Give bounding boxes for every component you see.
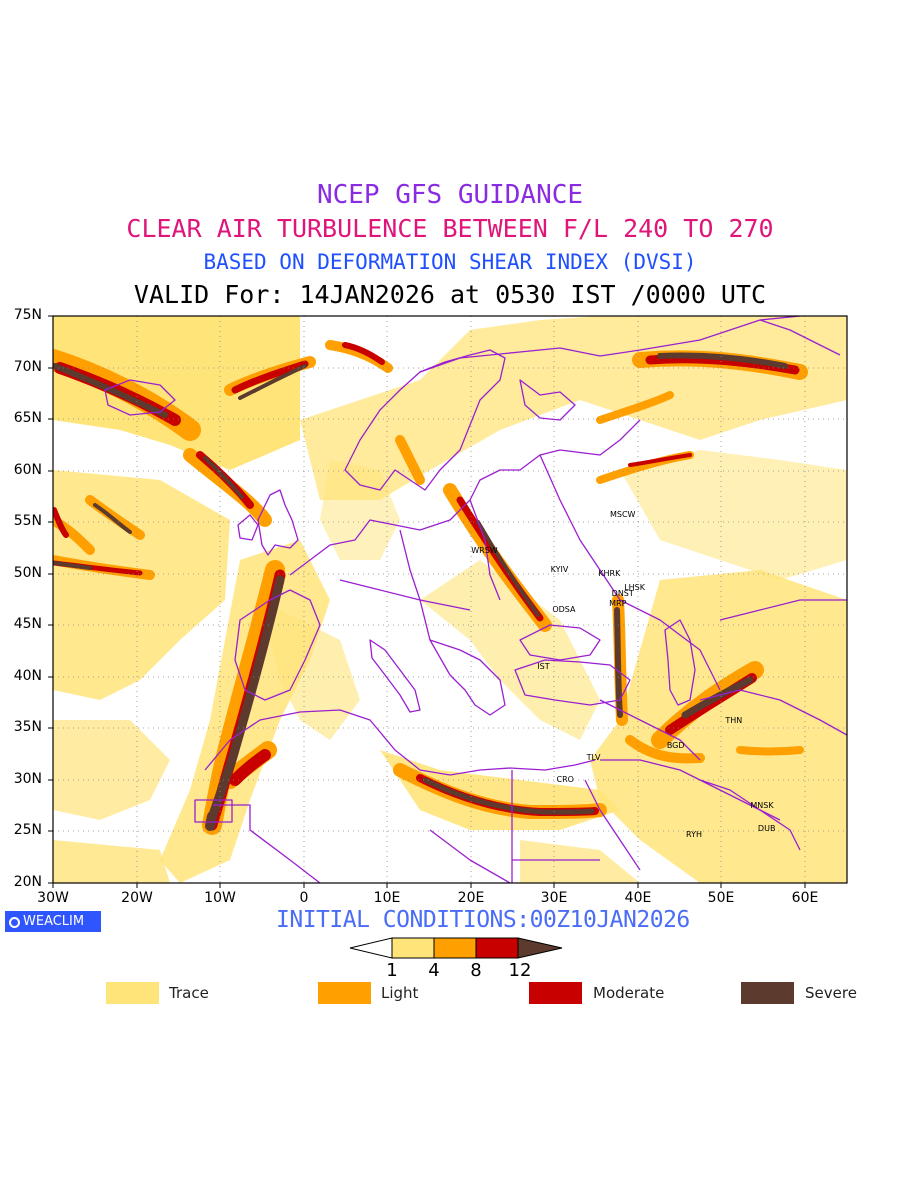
colorbar-high-arrow: [517, 937, 563, 959]
lat-label: 35N: [13, 719, 42, 735]
city-label: RYH: [686, 829, 702, 839]
city-label: KYIV: [550, 564, 569, 574]
colorbar-box-trace: [391, 937, 435, 959]
lon-label: 10E: [373, 890, 401, 906]
colorbar-label: 8: [470, 960, 482, 981]
brand-name: WEACLIM: [23, 914, 85, 929]
city-label: MRP: [609, 598, 627, 608]
legend-swatch-severe: [741, 982, 794, 1004]
lon-label: 30W: [37, 890, 69, 906]
legend-label-severe: Severe: [805, 984, 857, 1002]
legend-label-light: Light: [381, 984, 419, 1002]
colorbar-low-arrow: [349, 937, 393, 959]
city-label: CRO: [556, 774, 574, 784]
title-index: BASED ON DEFORMATION SHEAR INDEX (DVSI): [203, 250, 697, 274]
colorbar-box-moderate: [475, 937, 519, 959]
lat-label: 50N: [13, 565, 42, 581]
title-valid-time: VALID For: 14JAN2026 at 0530 IST /0000 U…: [133, 280, 767, 309]
colorbar-label: 4: [428, 960, 440, 981]
lat-label: 20N: [13, 874, 42, 890]
city-label: IST: [537, 661, 550, 671]
legend-label-moderate: Moderate: [593, 984, 665, 1002]
legend-swatch-light: [318, 982, 371, 1004]
city-label: LHSK: [624, 583, 645, 593]
city-label: MNSK: [750, 800, 774, 810]
city-label: MSCW: [609, 509, 636, 519]
severe-jets: [53, 352, 788, 831]
colorbar-label: 1: [386, 960, 398, 981]
lat-label: 55N: [13, 513, 42, 529]
lat-label: 25N: [13, 822, 42, 838]
lat-label: 40N: [13, 668, 42, 684]
coastlines-borders: [104, 316, 847, 883]
city-label: TLV: [586, 753, 601, 763]
city-label: DNST: [611, 589, 634, 599]
lat-label: 30N: [13, 771, 42, 787]
initial-conditions: INITIAL CONDITIONS:00Z10JAN2026: [276, 907, 690, 933]
city-label: KHRK: [598, 568, 621, 578]
lon-label: 60E: [791, 890, 819, 906]
city-label: WRSW: [471, 546, 498, 556]
lon-label: 40E: [624, 890, 652, 906]
title-guidance: NCEP GFS GUIDANCE: [316, 180, 584, 210]
lon-label: 10W: [204, 890, 236, 906]
axis-ticks: [48, 315, 806, 888]
colorbar-box-light: [433, 937, 477, 959]
lon-label: 20E: [457, 890, 485, 906]
legend-swatch-moderate: [529, 982, 582, 1004]
lat-label: 70N: [13, 359, 42, 375]
lat-label: 45N: [13, 616, 42, 632]
lat-label: 65N: [13, 410, 42, 426]
colorbar-label: 12: [508, 960, 532, 981]
legend-label-trace: Trace: [169, 984, 209, 1002]
turbulence-field: [53, 316, 847, 883]
map-frame: [52, 315, 848, 884]
lon-label: 0: [299, 890, 309, 906]
weaclim-badge: WEACLIM: [5, 911, 101, 932]
title-turbulence: CLEAR AIR TURBULENCE BETWEEN F/L 240 TO …: [126, 214, 774, 243]
lat-label: 60N: [13, 462, 42, 478]
legend-swatch-trace: [106, 982, 159, 1004]
weaclim-logo-icon: [9, 917, 20, 928]
city-label: BGD: [666, 740, 685, 750]
trace-areas: [53, 316, 847, 883]
lat-label: 75N: [13, 307, 42, 323]
city-label: DUB: [757, 824, 776, 834]
lon-label: 50E: [707, 890, 735, 906]
lon-label: 30E: [540, 890, 568, 906]
colorbar: [349, 937, 563, 959]
city-label: THN: [725, 716, 743, 726]
lon-label: 20W: [121, 890, 153, 906]
turbulence-map: [48, 315, 848, 888]
city-label: ODSA: [552, 604, 576, 614]
